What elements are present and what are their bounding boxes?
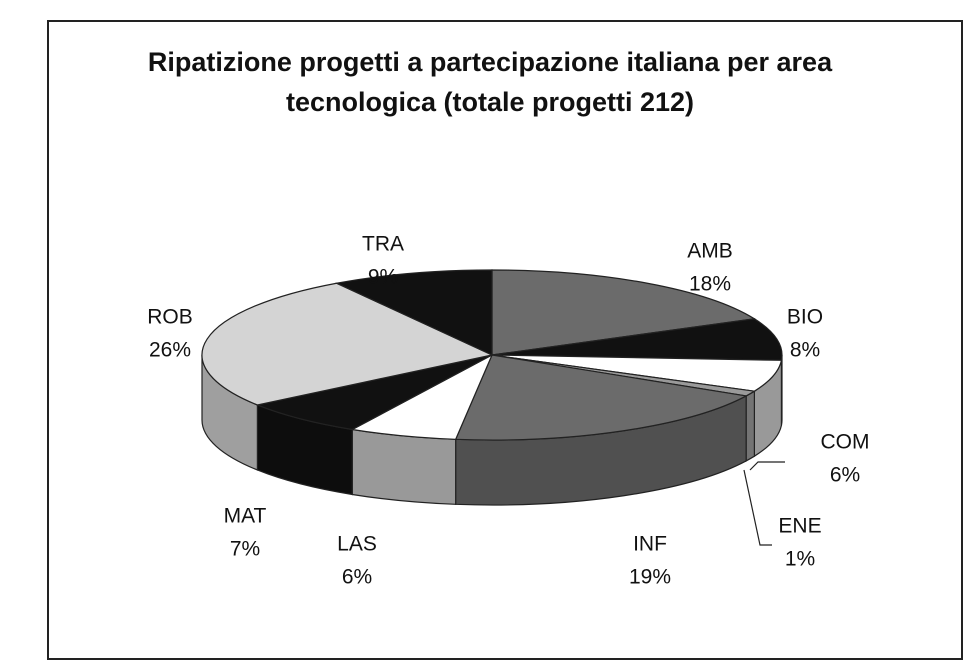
slice-value-label: 8% [790,339,820,362]
pie-slice [454,354,748,441]
pie-side [351,428,457,505]
slice-value-label: 18% [689,273,731,296]
leader-line [743,469,772,546]
slice-value-label: 9% [368,266,398,289]
leader-line [749,461,785,471]
slice-label: AMB [687,240,733,263]
pie-side [745,390,755,462]
slice-value-label: 1% [785,548,815,571]
slice-value-label: 26% [149,339,191,362]
slice-label: ROB [147,306,193,329]
slice-value-label: 6% [830,464,860,487]
slice-label: TRA [362,233,404,256]
slice-label: ENE [778,515,821,538]
slice-label: COM [821,431,870,454]
chart-title: Ripatizione progetti a partecipazione it… [147,47,833,117]
slice-value-label: 7% [230,538,260,561]
slice-label: BIO [787,306,823,329]
slice-label: MAT [224,505,267,528]
pie-slice [334,269,493,356]
pie-slice [201,282,494,406]
pie-slice [491,269,757,356]
slice-value-label: 6% [342,566,372,589]
slice-label: LAS [337,533,377,556]
slice-label: INF [633,533,667,556]
pie-slice [491,318,783,361]
pie-slice [255,354,493,431]
slice-value-label: 19% [629,566,671,589]
